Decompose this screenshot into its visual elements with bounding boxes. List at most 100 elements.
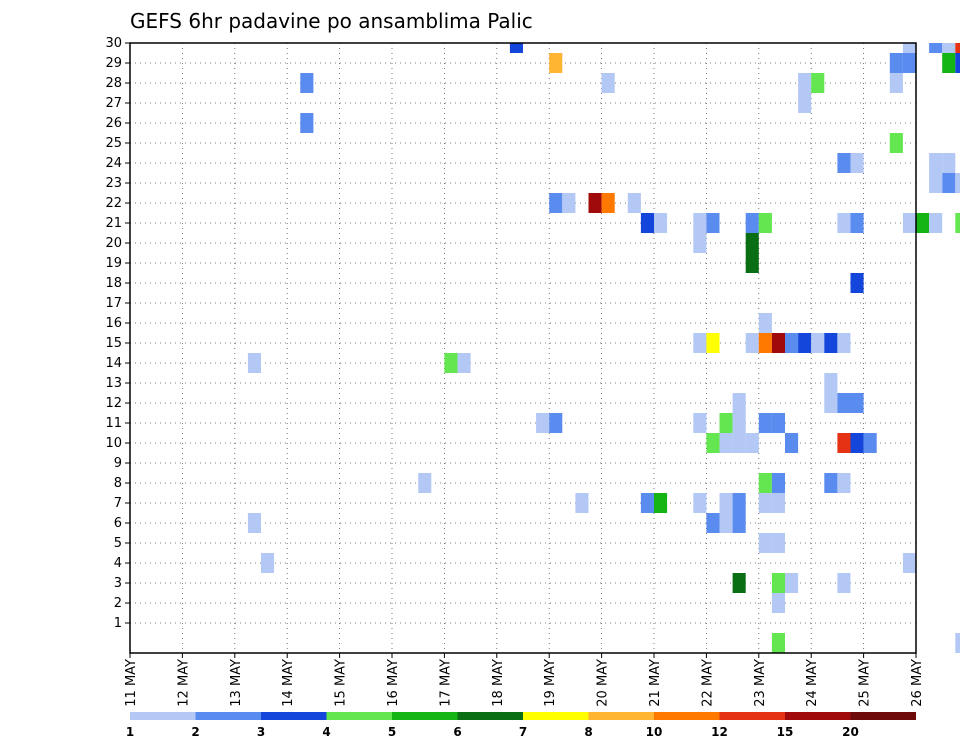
y-tick-label: 23	[105, 176, 122, 191]
heatmap-cell	[706, 433, 720, 453]
heatmap-cell	[850, 433, 864, 453]
heatmap-cell	[693, 333, 707, 353]
heatmap-cell	[798, 73, 812, 93]
heatmap-cell	[929, 43, 943, 53]
heatmap-cell	[798, 93, 812, 113]
y-tick-label: 29	[105, 56, 122, 71]
heatmap-cell	[837, 393, 851, 413]
x-tick-label: 22 MAY	[700, 659, 715, 707]
y-tick-label: 11	[105, 416, 122, 431]
heatmap-cell	[916, 213, 930, 233]
heatmap-cell	[758, 493, 772, 513]
colorbar-label: 10	[646, 725, 663, 739]
x-tick-label: 19 MAY	[543, 659, 558, 707]
y-tick-label: 15	[105, 336, 122, 351]
heatmap-cell	[575, 493, 589, 513]
heatmap-cell	[758, 313, 772, 333]
heatmap-cell	[785, 433, 799, 453]
heatmap-cell	[719, 493, 733, 513]
heatmap-cell	[850, 153, 864, 173]
colorbar-label: 6	[453, 725, 461, 739]
heatmap-cell	[693, 493, 707, 513]
heatmap-cell	[536, 413, 550, 433]
heatmap-cell	[837, 213, 851, 233]
y-tick-label: 26	[105, 116, 122, 131]
y-tick-label: 17	[105, 296, 122, 311]
colorbar-label: 8	[584, 725, 592, 739]
colorbar-segment	[588, 712, 654, 720]
heatmap-cell	[706, 333, 720, 353]
heatmap-cell	[261, 553, 275, 573]
y-tick-label: 14	[105, 356, 122, 371]
heatmap-cell	[889, 73, 903, 93]
heatmap-cell	[601, 73, 615, 93]
heatmap-cell	[732, 573, 746, 593]
colorbar: 1 2 3 4 5 6 7 8 10 12 15 20	[126, 712, 916, 739]
heatmap-cell	[758, 333, 772, 353]
heatmap-cell	[929, 153, 943, 173]
cells	[247, 43, 960, 653]
heatmap-cell	[509, 43, 523, 53]
heatmap-cell	[745, 213, 759, 233]
heatmap-cell	[549, 413, 563, 433]
y-tick-label: 12	[105, 396, 122, 411]
x-tick-label: 24 MAY	[805, 659, 820, 707]
y-tick-label: 7	[114, 496, 122, 511]
heatmap-cell	[942, 153, 956, 173]
heatmap-cell	[811, 73, 825, 93]
colorbar-segment	[654, 712, 720, 720]
heatmap-cell	[588, 193, 602, 213]
heatmap-cell	[745, 333, 759, 353]
heatmap-cell	[693, 413, 707, 433]
y-tick-label: 13	[105, 376, 122, 391]
heatmap-cell	[955, 213, 960, 233]
x-tick-label: 14 MAY	[281, 659, 296, 707]
heatmap-cell	[942, 43, 956, 53]
heatmap-cell	[758, 473, 772, 493]
heatmap-cell	[771, 493, 785, 513]
heatmap-cell	[837, 153, 851, 173]
colorbar-label: 15	[777, 725, 794, 739]
y-tick-label: 21	[105, 216, 122, 231]
heatmap-cell	[902, 553, 916, 573]
heatmap-cell	[300, 73, 314, 93]
heatmap-cell	[955, 173, 960, 193]
heatmap-cell	[837, 333, 851, 353]
y-tick-label: 30	[105, 36, 122, 51]
heatmap-cell	[955, 43, 960, 53]
heatmap-cell	[771, 593, 785, 613]
heatmap-cell	[693, 213, 707, 233]
heatmap-cell	[758, 533, 772, 553]
plot-frame	[129, 42, 917, 654]
heatmap-cell	[562, 193, 576, 213]
y-tick-label: 19	[105, 256, 122, 271]
y-tick-label: 8	[114, 476, 122, 491]
heatmap-cell	[654, 213, 668, 233]
colorbar-label: 5	[388, 725, 396, 739]
x-tick-label: 18 MAY	[491, 659, 506, 707]
heatmap-cell	[824, 373, 838, 393]
heatmap-cell	[771, 473, 785, 493]
heatmap-cell	[902, 213, 916, 233]
heatmap-cell	[785, 333, 799, 353]
heatmap-cell	[837, 433, 851, 453]
heatmap-cell	[889, 133, 903, 153]
x-tick-label: 23 MAY	[753, 659, 768, 707]
colorbar-label: 2	[191, 725, 199, 739]
heatmap-cell	[706, 513, 720, 533]
heatmap-cell	[811, 333, 825, 353]
heatmap-cell	[850, 393, 864, 413]
heatmap-cell	[758, 213, 772, 233]
y-tick-label: 3	[114, 576, 122, 591]
heatmap-cell	[247, 353, 261, 373]
colorbar-segment	[261, 712, 327, 720]
colorbar-segment	[392, 712, 458, 720]
heatmap-cell	[850, 213, 864, 233]
heatmap-cell	[601, 193, 615, 213]
heatmap-cell	[640, 493, 654, 513]
heatmap-cell	[745, 253, 759, 273]
heatmap-cell	[902, 43, 916, 53]
heatmap-cell	[732, 393, 746, 413]
x-tick-label: 13 MAY	[229, 659, 244, 707]
heatmap-cell	[627, 193, 641, 213]
